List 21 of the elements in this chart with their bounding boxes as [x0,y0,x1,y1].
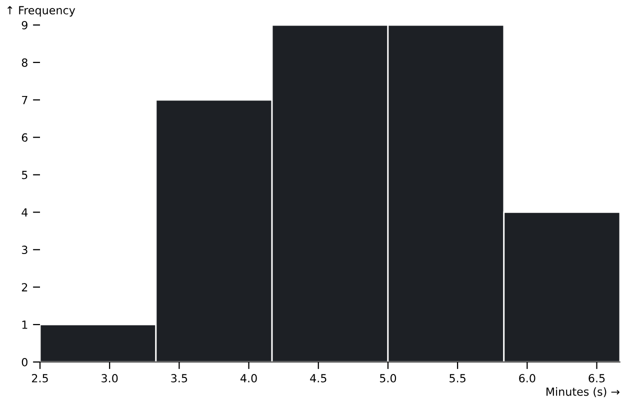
y-tick-label: 7 [22,96,28,104]
y-tick-label: 6 [22,133,28,142]
y-tick-label: 4 [22,208,28,216]
x-tick-label: 3.0 [102,374,118,382]
y-tick-label: 8 [22,58,28,67]
x-tick-label: 3.5 [171,374,188,382]
x-tick-label: 5.5 [450,374,466,382]
y-tick-label: 9 [22,20,28,30]
x-axis-title: Minutes (s) → [546,387,620,398]
x-tick-label: 4.0 [240,374,257,382]
x-tick-label: 6.5 [588,374,605,382]
y-tick-label: 1 [22,320,28,329]
y-tick-label: 3 [22,246,28,254]
y-axis-title: ↑ Frequency [7,6,76,17]
x-tick-label: 2.5 [32,374,48,382]
y-tick-label: 0 [22,358,28,366]
x-tick-label: 6.0 [519,374,536,382]
y-tick-label: 5 [22,170,28,180]
x-tick-label: 5.0 [380,374,396,382]
y-tick-label: 2 [22,283,28,292]
x-tick-label: 4.5 [310,374,326,382]
